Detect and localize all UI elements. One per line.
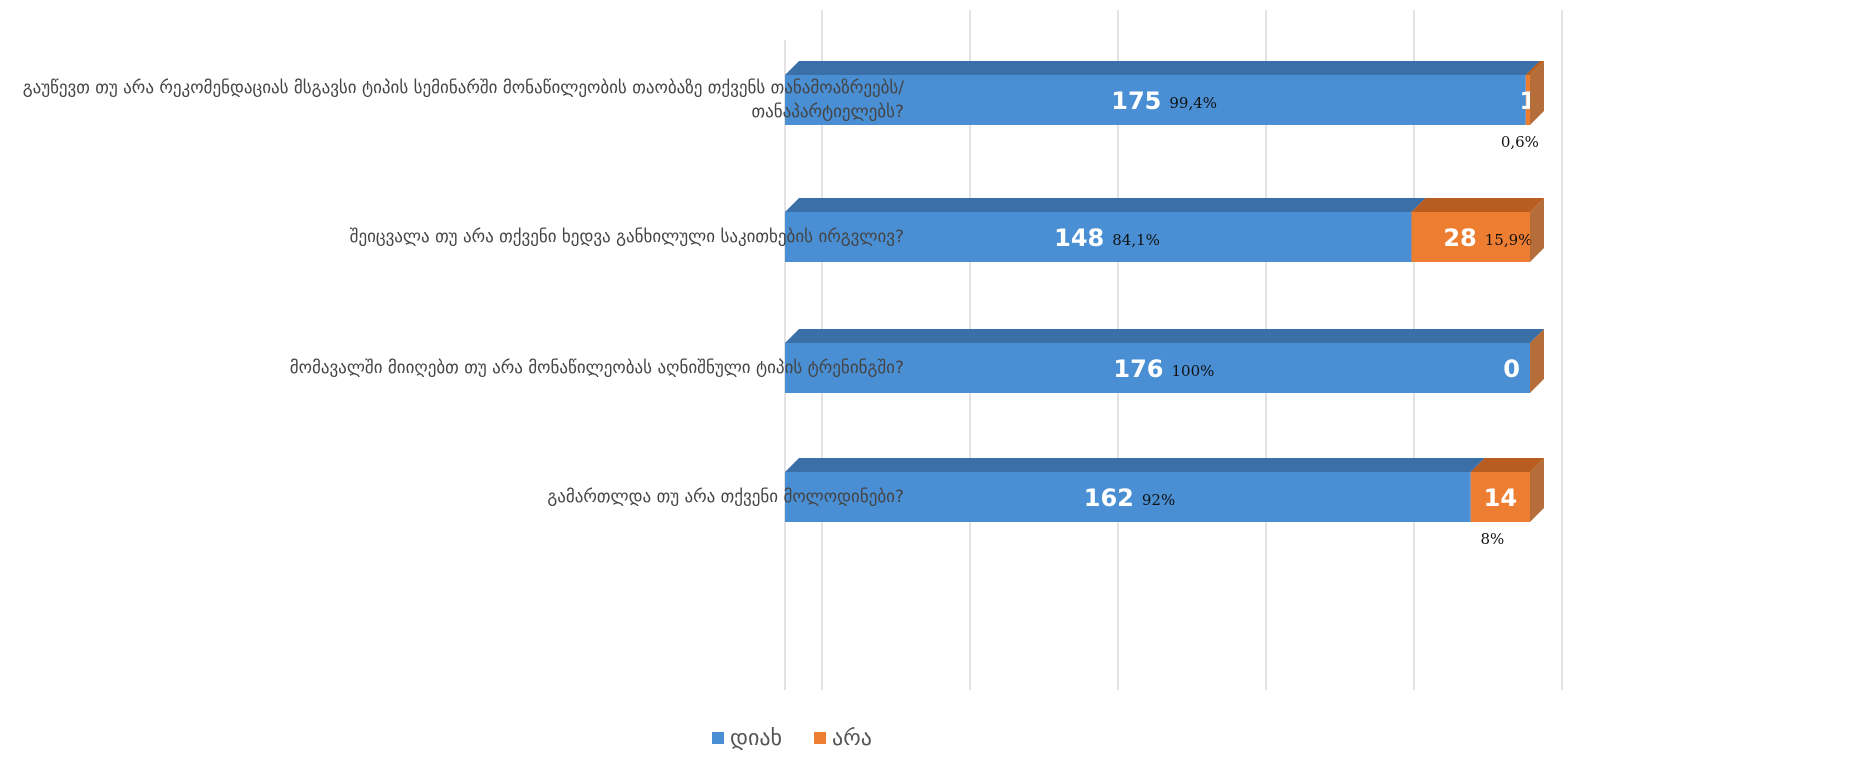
percent-label: 100% xyxy=(1172,362,1215,380)
page: 17599,4%10,6%14884,1%2815,9%176100%01629… xyxy=(0,0,1874,768)
category-label: შეიცვალა თუ არა თქვენი ხედვა განხილული ს… xyxy=(0,225,904,249)
percent-label: 92% xyxy=(1142,491,1175,509)
legend-label: არა xyxy=(832,726,872,751)
percent-label: 99,4% xyxy=(1169,94,1217,112)
bar-top xyxy=(785,458,1485,472)
bar-top xyxy=(785,61,1540,75)
percent-label: 0,6% xyxy=(1501,133,1539,151)
bar-top xyxy=(785,198,1425,212)
value-label: 162 xyxy=(1084,484,1134,512)
bar-top xyxy=(1411,198,1544,212)
category-label: გამართლდა თუ არა თქვენი მოლოდინები? xyxy=(0,485,904,509)
bar-top xyxy=(785,329,1544,343)
category-label: გაუწევთ თუ არა რეკომენდაციას მსგავსი ტიპ… xyxy=(0,76,904,124)
value-label: 14 xyxy=(1484,484,1517,512)
value-label: 176 xyxy=(1113,355,1163,383)
legend-swatch xyxy=(814,732,826,744)
value-label: 28 xyxy=(1443,224,1476,252)
value-label: 175 xyxy=(1111,87,1161,115)
legend-label: დიახ xyxy=(730,726,782,751)
percent-label: 15,9% xyxy=(1485,231,1533,249)
legend-swatch xyxy=(712,732,724,744)
percent-label: 8% xyxy=(1480,530,1504,548)
value-label: 0 xyxy=(1503,355,1520,383)
percent-label: 84,1% xyxy=(1112,231,1160,249)
category-label: მომავალში მიიღებთ თუ არა მონაწილეობას აღ… xyxy=(0,356,904,380)
value-label: 148 xyxy=(1054,224,1104,252)
